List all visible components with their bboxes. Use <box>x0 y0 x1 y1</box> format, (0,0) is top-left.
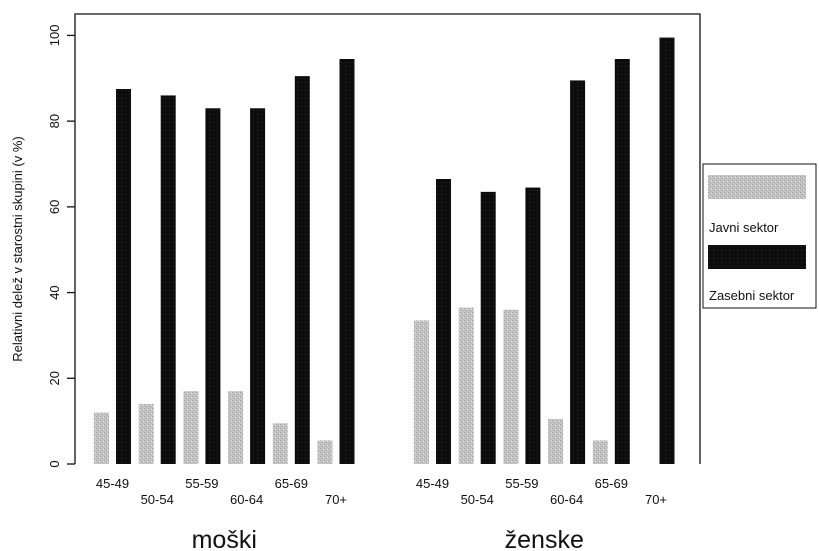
legend-swatch <box>708 245 806 269</box>
bar-zasebni <box>436 179 451 464</box>
bar-zasebni <box>161 95 176 464</box>
bar-javni <box>228 391 243 464</box>
x-tick-label: 55-59 <box>505 476 538 491</box>
x-tick-label: 60-64 <box>550 492 583 507</box>
bar-zasebni <box>570 80 585 464</box>
category-labels: 45-49 50-54 55-59 60-64 65-69 70+ moški 45-49 50… <box>96 476 667 551</box>
group-label: ženske <box>505 526 584 551</box>
bar-javni <box>318 440 333 464</box>
x-tick-label: 50-54 <box>461 492 494 507</box>
legend-label: Zasebni sektor <box>709 288 795 303</box>
bar-zasebni <box>295 76 310 464</box>
x-tick-label: 45-49 <box>96 476 129 491</box>
y-tick-label: 0 <box>47 460 62 467</box>
plot-area <box>75 14 700 464</box>
group-label: moški <box>192 526 257 551</box>
bar-javni <box>139 404 154 464</box>
bar-javni <box>459 308 474 464</box>
bar-zasebni <box>525 188 540 464</box>
legend-swatch <box>708 175 806 199</box>
x-tick-label: 60-64 <box>230 492 263 507</box>
y-tick-label: 100 <box>47 25 62 47</box>
x-tick-label: 70+ <box>325 492 347 507</box>
legend-label: Javni sektor <box>709 220 779 235</box>
x-tick-label: 70+ <box>645 492 667 507</box>
y-tick-label: 60 <box>47 200 62 214</box>
y-axis-title: Relativni delež v starostni skupini (v %… <box>10 136 25 361</box>
x-tick-label: 65-69 <box>595 476 628 491</box>
bar-javni <box>414 320 429 464</box>
x-tick-label: 55-59 <box>185 476 218 491</box>
y-tick-label: 40 <box>47 285 62 299</box>
bar-javni <box>273 423 288 464</box>
bar-javni <box>593 440 608 464</box>
bar-zasebni <box>116 89 131 464</box>
bar-zasebni <box>340 59 355 464</box>
bar-javni <box>548 419 563 464</box>
y-axis: 0 20 40 60 80 100 Relativni delež v starostni … <box>10 25 75 468</box>
y-tick-label: 20 <box>47 371 62 385</box>
bar-javni <box>183 391 198 464</box>
bar-zasebni <box>481 192 496 464</box>
bar-zasebni <box>205 108 220 464</box>
legend: Javni sektor Zasebni sektor <box>703 164 816 308</box>
bar-zasebni <box>660 38 675 464</box>
x-tick-label: 50-54 <box>141 492 174 507</box>
bar-zasebni <box>615 59 630 464</box>
x-tick-label: 45-49 <box>416 476 449 491</box>
bar-javni <box>94 413 109 464</box>
y-tick-label: 80 <box>47 114 62 128</box>
bar-zasebni <box>250 108 265 464</box>
bar-javni <box>503 310 518 464</box>
x-tick-label: 65-69 <box>275 476 308 491</box>
